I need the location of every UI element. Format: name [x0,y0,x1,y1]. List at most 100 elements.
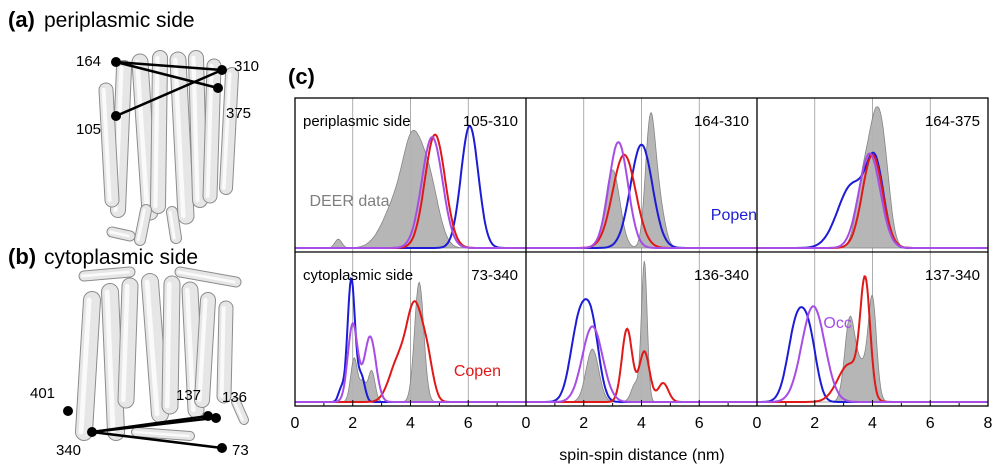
x-tick-label: 0 [291,415,300,432]
helix-tube-highlight [168,210,176,240]
panel-a-title: periplasmic side [44,9,195,32]
deer-data-area [295,129,526,249]
subplot-136-340: 136-340 [526,252,757,406]
pair-label: 164-375 [925,113,980,130]
helix-tube-highlight [78,297,92,435]
helix-tube-highlight [185,287,196,413]
helix-tube-highlight [165,281,172,409]
plot-frame [294,97,989,407]
helix-tube [162,276,180,414]
spin-label-markers-cytoplasmic [63,406,227,453]
protein-structure-cytoplasmic [75,266,249,441]
helix-tube-highlight [222,72,232,190]
helix-tube [142,274,168,422]
helix-tube-highlight [177,270,236,284]
helix-tube [151,51,167,213]
subplot-164-375: 164-375 [757,98,988,252]
pair-label: 105-310 [463,113,518,130]
helix-tube [135,205,151,245]
row-labels: periplasmic side cytoplasmic side [303,113,413,284]
distance-lines-cytoplasmic [91,414,223,450]
occ-line [757,152,988,249]
panel-b-tag: (b) [8,244,36,269]
helix-tube [132,54,158,220]
helix-tube-highlight [121,283,130,403]
x-tick-label: 6 [464,415,473,432]
panel-c: (c) 105-310 164-310 164-375 73-340 136-340 13… [288,64,993,464]
helix-tube-highlight [219,306,226,398]
helix-tube [167,207,181,243]
helix-tube [170,52,194,224]
helix-tube-highlight [81,270,130,278]
x-tick-label: 0 [753,415,762,432]
subplot-164-310: 164-310 [526,98,757,252]
residue-label-375: 375 [226,105,251,122]
pair-label: 73-340 [471,267,518,284]
legend-label-deer-data: DEER data [309,193,389,210]
distance-distribution-chart: 105-310 164-310 164-375 73-340 136-340 137-34… [291,97,993,432]
panel-a: (a) periplasmic side 164 310 105 375 [8,7,259,246]
residue-label-137: 137 [176,387,201,404]
helix-tube-highlight [104,289,116,435]
x-tick-label: 6 [926,415,935,432]
helix-tube [76,292,100,440]
x-tick-label: 4 [406,415,415,432]
helix-tube-highlight [205,64,214,198]
protein-structure-periplasmic [98,50,239,246]
row-label: periplasmic side [303,113,411,130]
helix-tube [99,83,119,207]
residue-label-105: 105 [76,121,101,138]
x-tick-label: 6 [695,415,704,432]
helix-tube [111,61,131,217]
x-axis-label: spin-spin distance (nm) [559,447,724,464]
legend-label-copen: Copen [454,363,501,380]
x-tick-label: 2 [579,415,588,432]
panel-c-tag: (c) [288,64,315,89]
legend-label-popen: Popen [711,207,757,224]
distance-lines-periplasmic [115,60,223,118]
pair-label: 136-340 [694,267,749,284]
residue-label-340: 340 [56,442,81,459]
helix-tube-highlight [135,59,150,215]
helix-tube [232,398,248,424]
helix-tube-highlight [233,400,244,422]
helix-tube-highlight [133,430,190,438]
row-label: cytoplasmic side [303,267,413,284]
panel-a-tag: (a) [8,7,35,32]
residue-label-136: 136 [222,389,247,406]
helix-tube [102,284,124,440]
helix-tube-highlight [144,279,160,417]
x-tick-label: 2 [810,415,819,432]
occ-line [526,141,757,249]
residue-label-164: 164 [76,53,101,70]
helix-tube [195,293,215,407]
panel-b-title: cytoplasmic side [44,246,198,269]
x-tick-label: 8 [984,415,993,432]
helix-tube-highlight [153,55,160,209]
pair-label: 137-340 [925,267,980,284]
residue-label-310: 310 [234,58,259,75]
helix-tube [118,278,138,408]
helix-tube [217,301,233,403]
x-tick-label: 0 [522,415,531,432]
residue-label-73: 73 [232,442,249,459]
x-tick-label: 2 [348,415,357,432]
x-tick-label: 4 [637,415,646,432]
helix-tube-highlight [109,230,130,238]
pair-label: 164-310 [694,113,749,130]
subplot-137-340: 137-340 [757,252,988,406]
subplot-105-310: 105-310 [295,98,526,252]
inline-legend: DEER data Popen Copen Occ [309,193,851,380]
legend-label-occ: Occ [823,315,851,332]
helix-tube-highlight [173,57,186,219]
helix-tube-highlight [101,88,112,202]
occ-line [295,136,526,249]
helix-tube-highlight [136,208,146,242]
helix-tube [220,68,238,194]
x-tick-label: 4 [868,415,877,432]
spin-label-markers-periplasmic [111,57,227,121]
x-axis: 0 2 4 6 2 4 6 2 4 6 8 0 0 [291,400,993,432]
panel-b: (b) cytoplasmic side 401 137 136 340 73 [8,244,249,459]
residue-label-401: 401 [30,385,55,402]
